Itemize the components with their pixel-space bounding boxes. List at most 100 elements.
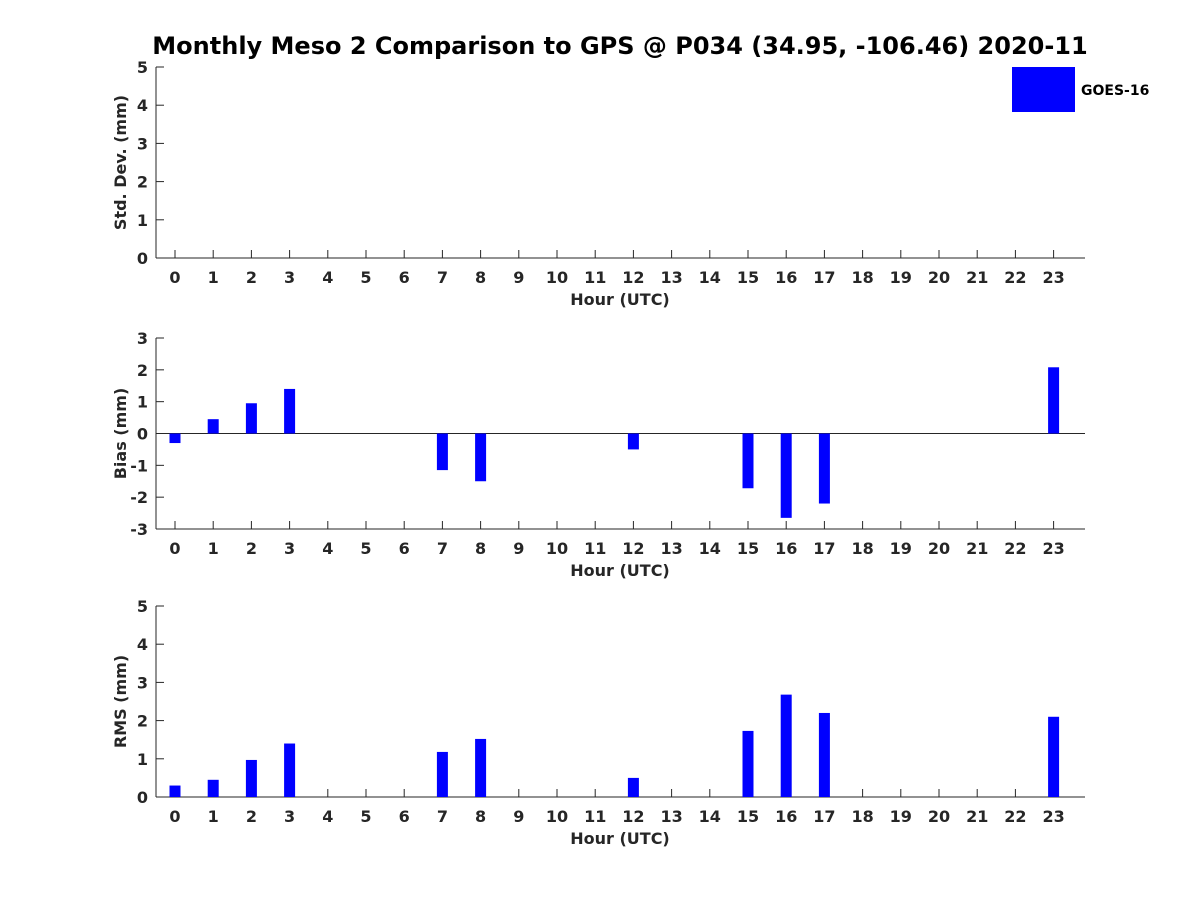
x-tick-label: 16 [775, 539, 797, 558]
y-tick-label: 3 [137, 673, 148, 692]
x-tick-label: 14 [699, 539, 721, 558]
x-tick-label: 15 [737, 539, 759, 558]
x-axis-label: Hour (UTC) [570, 829, 670, 848]
y-tick-label: 3 [137, 134, 148, 153]
x-tick-label: 1 [208, 539, 219, 558]
x-tick-label: 16 [775, 268, 797, 287]
x-tick-label: 1 [208, 268, 219, 287]
x-tick-label: 6 [399, 268, 410, 287]
x-tick-label: 5 [360, 268, 371, 287]
bar-hour-2 [245, 403, 257, 434]
bar-hour-12 [627, 777, 639, 797]
x-tick-label: 5 [360, 807, 371, 826]
x-tick-label: 19 [890, 539, 912, 558]
y-tick-label: 2 [137, 173, 148, 192]
x-tick-label: 15 [737, 807, 759, 826]
x-tick-label: 22 [1004, 268, 1026, 287]
bar-hour-3 [284, 388, 296, 434]
x-tick-label: 19 [890, 807, 912, 826]
x-tick-label: 17 [813, 807, 835, 826]
x-tick-label: 3 [284, 268, 295, 287]
chart-title: Monthly Meso 2 Comparison to GPS @ P034 … [152, 32, 1087, 60]
legend: GOES-16 [1012, 67, 1149, 112]
x-tick-label: 14 [699, 807, 721, 826]
bar-hour-3 [284, 743, 296, 797]
bar-hour-8 [475, 738, 487, 797]
x-tick-label: 22 [1004, 807, 1026, 826]
x-tick-label: 0 [169, 539, 180, 558]
x-tick-label: 20 [928, 539, 950, 558]
x-tick-label: 8 [475, 807, 486, 826]
y-tick-label: -1 [130, 456, 148, 475]
x-tick-label: 4 [322, 807, 333, 826]
x-tick-label: 0 [169, 807, 180, 826]
x-tick-label: 10 [546, 807, 568, 826]
x-tick-label: 13 [660, 539, 682, 558]
x-tick-label: 12 [622, 539, 644, 558]
y-tick-label: 4 [137, 96, 148, 115]
x-tick-label: 11 [584, 807, 606, 826]
x-tick-label: 3 [284, 539, 295, 558]
x-tick-label: 22 [1004, 539, 1026, 558]
bar-hour-16 [780, 694, 792, 797]
x-tick-label: 20 [928, 268, 950, 287]
x-tick-label: 11 [584, 268, 606, 287]
x-tick-label: 18 [851, 807, 873, 826]
x-tick-label: 23 [1042, 807, 1064, 826]
y-tick-label: -2 [130, 488, 148, 507]
x-tick-label: 12 [622, 268, 644, 287]
y-tick-label: 0 [137, 788, 148, 807]
bar-hour-15 [742, 730, 754, 797]
x-tick-label: 6 [399, 807, 410, 826]
x-tick-label: 2 [246, 807, 257, 826]
bar-hour-23 [1048, 716, 1060, 797]
bar-hour-1 [207, 779, 219, 797]
y-tick-label: -3 [130, 520, 148, 539]
bar-hour-0 [169, 433, 181, 444]
y-tick-label: 3 [137, 329, 148, 348]
x-tick-label: 1 [208, 807, 219, 826]
x-tick-label: 17 [813, 268, 835, 287]
bar-hour-12 [627, 433, 639, 450]
x-tick-label: 2 [246, 268, 257, 287]
y-tick-label: 5 [137, 58, 148, 77]
bar-hour-7 [436, 751, 448, 797]
bar-hour-7 [436, 433, 448, 471]
y-axis-label: Std. Dev. (mm) [111, 95, 130, 230]
y-tick-label: 1 [137, 211, 148, 230]
x-tick-label: 4 [322, 268, 333, 287]
bar-hour-0 [169, 785, 181, 797]
x-tick-label: 8 [475, 539, 486, 558]
bar-hour-17 [818, 712, 830, 797]
x-tick-label: 14 [699, 268, 721, 287]
y-tick-label: 5 [137, 597, 148, 616]
bar-hour-8 [475, 433, 487, 482]
x-tick-label: 21 [966, 539, 988, 558]
x-tick-label: 16 [775, 807, 797, 826]
x-tick-label: 7 [437, 807, 448, 826]
y-tick-label: 2 [137, 712, 148, 731]
y-axis-label: RMS (mm) [111, 655, 130, 748]
legend-swatch [1012, 67, 1075, 112]
x-tick-label: 9 [513, 268, 524, 287]
y-tick-label: 2 [137, 361, 148, 380]
bar-hour-1 [207, 419, 219, 434]
x-tick-label: 6 [399, 539, 410, 558]
x-tick-label: 18 [851, 268, 873, 287]
x-tick-label: 10 [546, 539, 568, 558]
x-tick-label: 21 [966, 807, 988, 826]
x-axis-label: Hour (UTC) [570, 290, 670, 309]
x-tick-label: 11 [584, 539, 606, 558]
bar-hour-17 [818, 433, 830, 504]
x-tick-label: 8 [475, 268, 486, 287]
y-tick-label: 0 [137, 425, 148, 444]
x-tick-label: 3 [284, 807, 295, 826]
bar-hour-16 [780, 433, 792, 518]
x-tick-label: 2 [246, 539, 257, 558]
x-tick-label: 12 [622, 807, 644, 826]
x-tick-label: 23 [1042, 539, 1064, 558]
x-tick-label: 18 [851, 539, 873, 558]
